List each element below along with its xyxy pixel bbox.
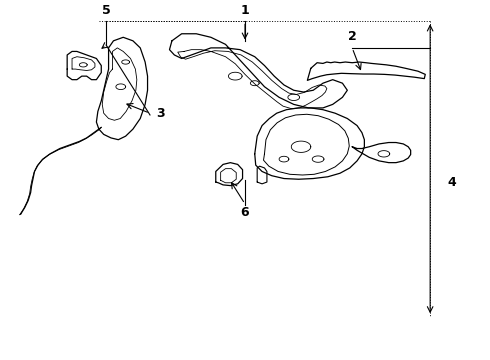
Text: 2: 2	[348, 30, 357, 43]
Text: 4: 4	[447, 176, 456, 189]
Text: 1: 1	[241, 4, 249, 17]
Text: 3: 3	[156, 107, 165, 120]
Text: 6: 6	[241, 206, 249, 219]
Text: 5: 5	[102, 4, 111, 17]
